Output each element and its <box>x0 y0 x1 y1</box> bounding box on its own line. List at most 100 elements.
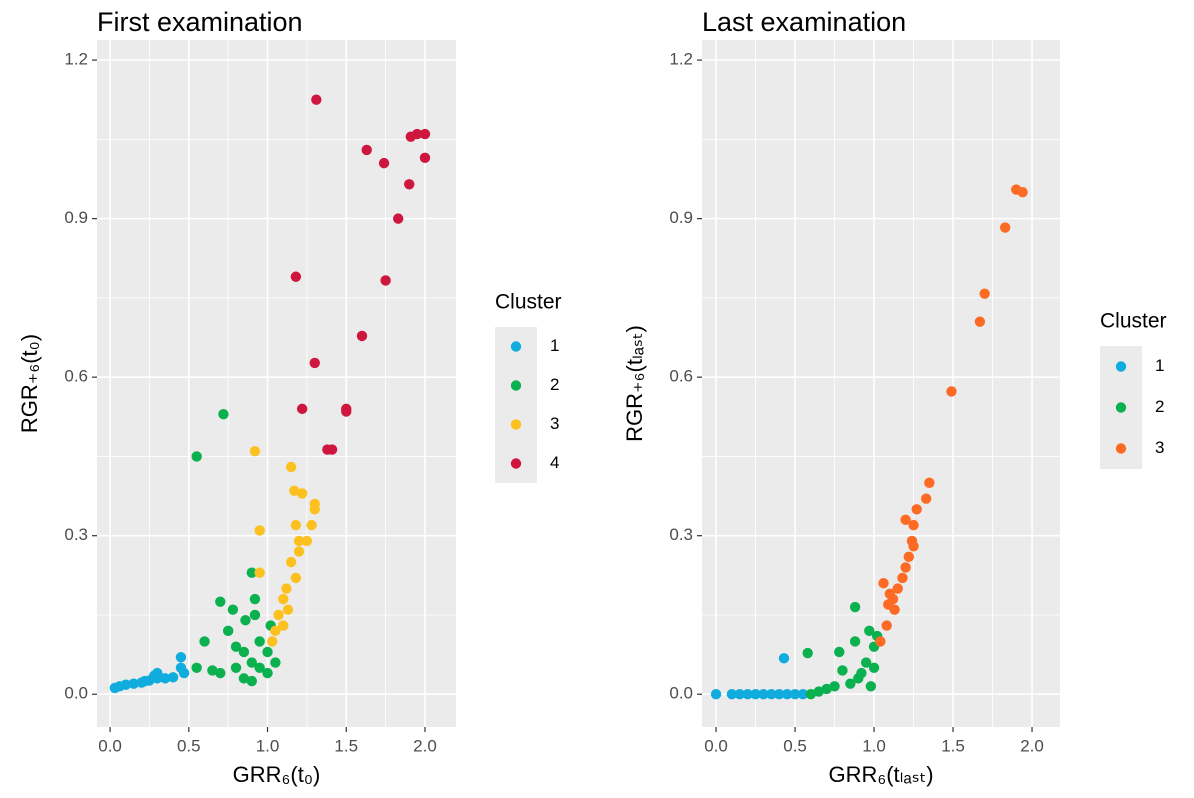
point <box>281 583 292 594</box>
point <box>296 403 308 415</box>
point <box>238 673 250 684</box>
legend-label: 3 <box>1155 438 1164 457</box>
point <box>254 567 265 578</box>
legend-key <box>510 341 522 352</box>
legend-key <box>1115 402 1127 413</box>
point <box>199 636 210 647</box>
point <box>875 636 886 647</box>
point <box>726 689 738 700</box>
point <box>249 609 261 621</box>
point <box>411 128 423 140</box>
point <box>868 662 880 674</box>
point <box>834 646 845 658</box>
point <box>924 477 935 489</box>
point <box>285 461 297 473</box>
point <box>191 662 202 674</box>
y-tick-label: 0.3 <box>64 525 88 544</box>
point <box>309 357 320 369</box>
y-tick-label: 0.0 <box>64 684 88 703</box>
point <box>813 686 824 697</box>
x-tick-label: 0.5 <box>177 736 201 755</box>
point <box>254 662 265 674</box>
point <box>797 689 809 700</box>
point <box>974 316 986 327</box>
point <box>946 386 957 397</box>
point <box>356 330 368 342</box>
point <box>911 504 922 515</box>
point <box>758 689 769 700</box>
legend-key <box>1115 443 1127 454</box>
point <box>227 604 239 615</box>
point <box>230 662 242 674</box>
point <box>906 535 918 547</box>
point <box>829 681 840 692</box>
point <box>246 567 257 578</box>
point <box>301 535 313 547</box>
x-tick-label: 1.0 <box>862 736 886 755</box>
legend-label: 2 <box>1155 397 1164 416</box>
legend-title: Cluster <box>1100 310 1167 333</box>
y-tick-label: 0.9 <box>64 208 88 227</box>
point <box>267 636 278 647</box>
point <box>849 601 861 613</box>
point <box>789 689 801 700</box>
point <box>856 667 867 679</box>
point <box>774 689 785 700</box>
point <box>887 593 899 605</box>
y-tick-label: 1.2 <box>64 50 88 69</box>
legend-key <box>1115 361 1127 372</box>
point <box>393 213 404 224</box>
point <box>152 667 163 679</box>
point <box>908 519 919 531</box>
point <box>191 451 202 462</box>
panel: 0.0 0.3 0.6 0.9 1.2 0.0 0.5 1.0 1.5 2.0 First exam… <box>17 7 562 787</box>
point <box>821 683 832 695</box>
y-axis-label: RGR₊₆(t₀) <box>17 334 42 433</box>
point <box>120 679 132 690</box>
point <box>262 667 273 679</box>
point <box>864 625 875 637</box>
legend-label: 2 <box>550 375 559 394</box>
legend-label: 1 <box>550 336 559 355</box>
point <box>781 689 793 700</box>
point <box>222 625 234 637</box>
point <box>290 519 302 531</box>
point <box>306 519 317 531</box>
point <box>326 444 338 455</box>
point <box>892 583 903 594</box>
point <box>778 653 790 664</box>
point <box>215 667 226 679</box>
legend-key <box>510 458 522 469</box>
point <box>215 596 226 607</box>
point <box>278 593 289 605</box>
point <box>881 620 892 631</box>
y-tick-label: 0.6 <box>669 367 693 386</box>
legend-label: 1 <box>1155 356 1164 375</box>
point <box>734 689 745 700</box>
point <box>802 647 813 659</box>
point <box>710 689 722 700</box>
point <box>254 636 265 647</box>
plot-background <box>97 40 456 727</box>
point <box>920 493 932 504</box>
y-tick-label: 0.0 <box>669 684 693 703</box>
point <box>246 675 257 687</box>
x-tick-label: 2.0 <box>1020 736 1044 755</box>
point <box>270 625 281 637</box>
plot-background <box>702 40 1060 727</box>
legend-key-background <box>495 327 537 483</box>
point <box>979 288 990 299</box>
point <box>742 689 753 700</box>
point <box>378 157 390 169</box>
x-tick-label: 1.5 <box>334 736 358 755</box>
point <box>270 657 281 668</box>
point <box>167 672 179 683</box>
point <box>865 681 877 692</box>
point <box>750 689 761 700</box>
point <box>293 546 305 557</box>
x-axis-label: GRR₆(t₀) <box>233 762 321 787</box>
x-tick-label: 0.0 <box>98 736 122 755</box>
point <box>404 179 415 190</box>
point <box>289 485 300 496</box>
legend-label: 3 <box>550 414 559 433</box>
